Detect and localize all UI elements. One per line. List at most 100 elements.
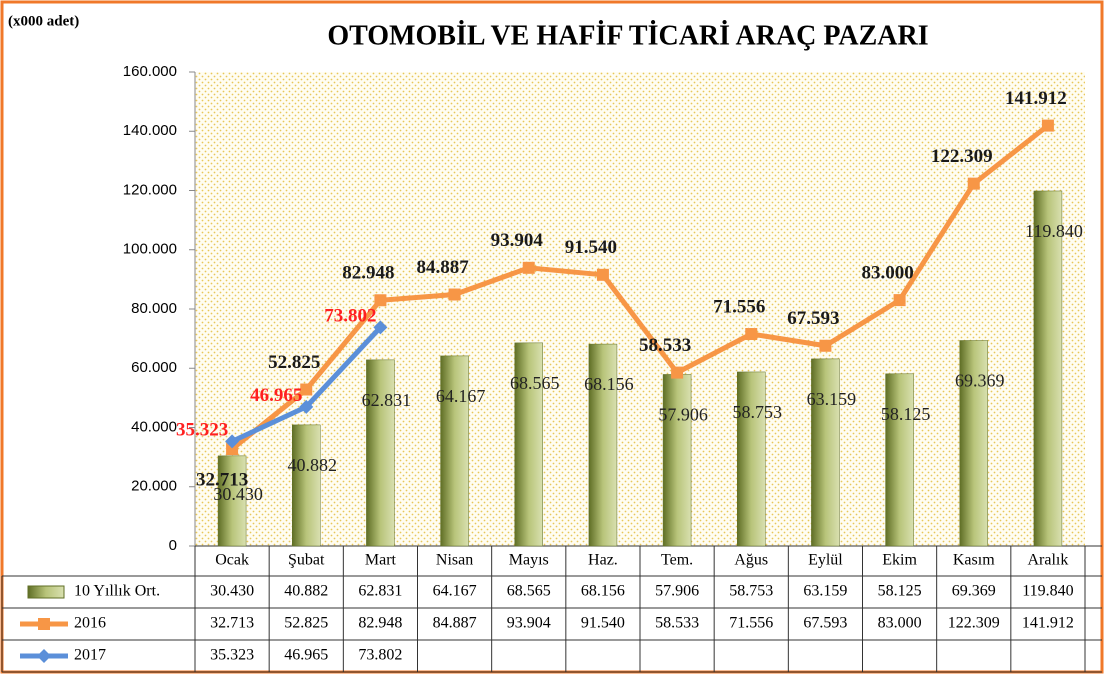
bar bbox=[440, 355, 469, 547]
legend-marker bbox=[37, 649, 51, 663]
table-cell: 68.156 bbox=[581, 583, 625, 600]
bar-value-label: 62.831 bbox=[362, 390, 412, 410]
marker bbox=[671, 366, 684, 379]
line-value-label: 83.000 bbox=[861, 262, 913, 283]
table-cell: 67.593 bbox=[803, 615, 847, 632]
line-value-label: 67.593 bbox=[787, 308, 839, 329]
bar-value-label: 64.167 bbox=[436, 386, 486, 406]
marker bbox=[967, 177, 980, 190]
x-tick-label: Ocak bbox=[215, 552, 249, 569]
table-cell: 73.802 bbox=[358, 647, 402, 664]
table-cell: 52.825 bbox=[284, 615, 328, 632]
y-tick-label: 0 bbox=[169, 537, 177, 554]
x-tick-label: Tem. bbox=[661, 552, 693, 569]
table-cell: 69.369 bbox=[952, 583, 996, 600]
line-value-label: 46.965 bbox=[250, 385, 302, 406]
x-tick-label: Ekim bbox=[882, 552, 917, 569]
bar bbox=[588, 343, 618, 547]
table-cell: 30.430 bbox=[210, 583, 254, 600]
x-tick-label: Şubat bbox=[288, 552, 325, 569]
line-value-label: 58.533 bbox=[639, 335, 691, 356]
table-cell: 93.904 bbox=[507, 615, 551, 632]
x-tick-label: Haz. bbox=[588, 552, 618, 569]
y-tick-label: 80.000 bbox=[131, 300, 177, 317]
line-value-label: 122.309 bbox=[931, 146, 993, 167]
y-tick-label: 20.000 bbox=[131, 478, 177, 495]
bar-value-label: 58.753 bbox=[733, 402, 783, 422]
bar bbox=[959, 340, 988, 547]
bar bbox=[885, 373, 914, 547]
bar-value-label: 58.125 bbox=[881, 404, 931, 424]
bar bbox=[366, 359, 395, 547]
x-tick-label: Nisan bbox=[436, 552, 473, 569]
table-cell: 64.167 bbox=[433, 583, 477, 600]
y-tick-label: 60.000 bbox=[131, 359, 177, 376]
x-tick-label: Eylül bbox=[808, 552, 843, 569]
bar-value-label: 69.369 bbox=[955, 371, 1005, 391]
y-tick-label: 160.000 bbox=[123, 63, 177, 80]
y-tick-label: 40.000 bbox=[131, 418, 177, 435]
x-tick-label: Kasım bbox=[953, 552, 995, 569]
table-cell: 83.000 bbox=[878, 615, 922, 632]
bar bbox=[217, 455, 247, 547]
table-cell: 71.556 bbox=[729, 615, 773, 632]
table-cell: 84.887 bbox=[433, 615, 477, 632]
marker bbox=[522, 261, 535, 274]
table-cell: 58.533 bbox=[655, 615, 699, 632]
table-cell: 122.309 bbox=[948, 615, 1000, 632]
line-value-label: 93.904 bbox=[491, 230, 544, 251]
marker bbox=[373, 320, 388, 335]
line-value-label: 91.540 bbox=[565, 237, 617, 258]
bar-value-label: 40.882 bbox=[288, 455, 338, 475]
table-cell: 58.125 bbox=[878, 583, 922, 600]
bar bbox=[514, 342, 543, 547]
table-cell: 119.840 bbox=[1022, 583, 1073, 600]
y-tick-label: 120.000 bbox=[123, 181, 177, 198]
table-cell: 46.965 bbox=[284, 647, 328, 664]
table-cell: 82.948 bbox=[358, 615, 402, 632]
bar-value-label: 57.906 bbox=[658, 405, 708, 425]
table-cell: 141.912 bbox=[1022, 615, 1074, 632]
bar-value-label: 30.430 bbox=[213, 484, 263, 504]
marker bbox=[374, 294, 387, 307]
marker bbox=[745, 328, 758, 341]
table-cell: 40.882 bbox=[284, 583, 328, 600]
x-tick-label: Mayıs bbox=[509, 552, 549, 569]
legend-label: 2016 bbox=[74, 615, 106, 632]
x-tick-label: Mart bbox=[365, 552, 397, 569]
x-tick-label: Ağus bbox=[734, 552, 768, 569]
bar-value-label: 68.565 bbox=[510, 373, 560, 393]
marker bbox=[448, 288, 461, 301]
marker bbox=[596, 268, 609, 281]
bar bbox=[737, 371, 766, 547]
table-cell: 35.323 bbox=[210, 647, 254, 664]
table-cell: 32.713 bbox=[210, 615, 254, 632]
line-value-label: 84.887 bbox=[416, 257, 469, 278]
unit-label: (x000 adet) bbox=[8, 13, 79, 29]
line-value-label: 141.912 bbox=[1005, 88, 1067, 109]
bar-value-label: 119.840 bbox=[1025, 221, 1083, 241]
legend-label: 10 Yıllık Ort. bbox=[74, 583, 160, 600]
table-cell: 91.540 bbox=[581, 615, 625, 632]
legend-label: 2017 bbox=[74, 647, 106, 664]
bar-value-label: 63.159 bbox=[807, 389, 857, 409]
bar bbox=[811, 358, 840, 547]
marker bbox=[300, 383, 313, 396]
legend-swatch bbox=[27, 585, 65, 599]
table-cell: 57.906 bbox=[655, 583, 699, 600]
legend-marker bbox=[38, 618, 50, 630]
line-value-label: 35.323 bbox=[176, 420, 228, 441]
line-value-label: 82.948 bbox=[342, 263, 394, 284]
y-tick-label: 140.000 bbox=[123, 122, 177, 139]
line-value-label: 32.713 bbox=[196, 469, 248, 490]
table-cell: 58.753 bbox=[729, 583, 773, 600]
marker bbox=[299, 399, 314, 414]
table-cell: 63.159 bbox=[803, 583, 847, 600]
x-tick-label: Aralık bbox=[1027, 552, 1068, 569]
marker bbox=[225, 434, 240, 449]
marker bbox=[226, 443, 239, 456]
table-cell: 62.831 bbox=[358, 583, 402, 600]
marker bbox=[1041, 119, 1054, 132]
bar-value-label: 68.156 bbox=[584, 374, 634, 394]
